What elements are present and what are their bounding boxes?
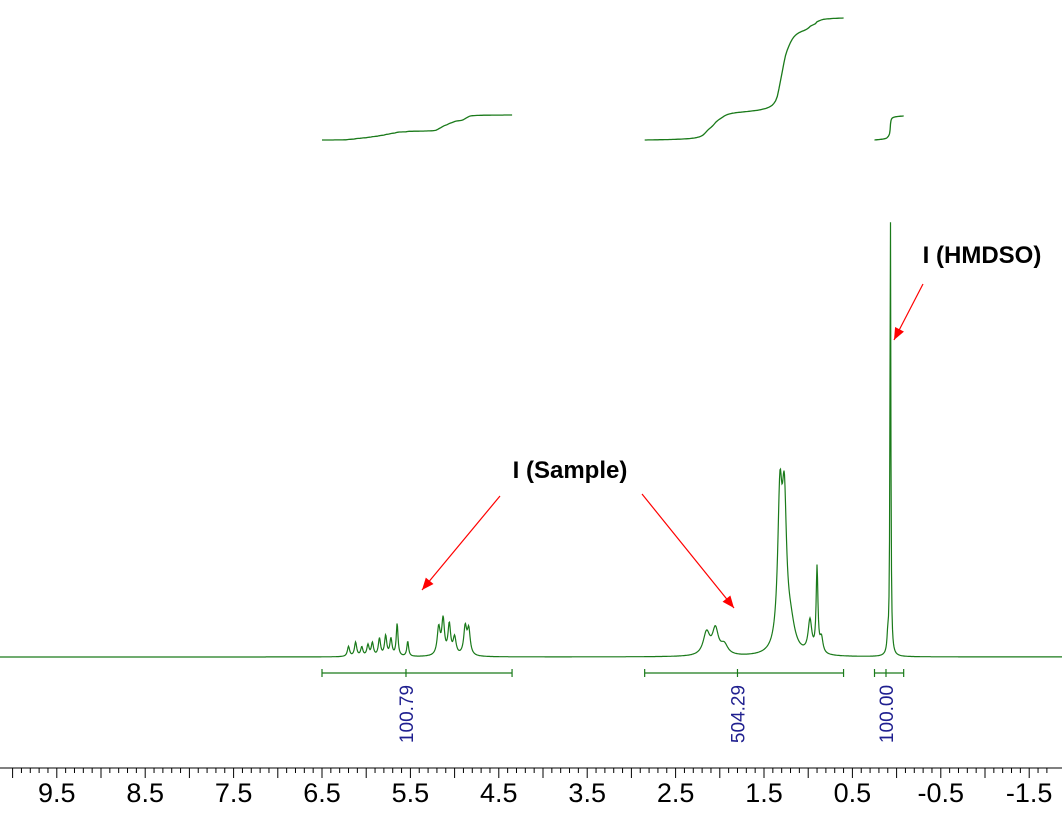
- integral-curves: [322, 17, 904, 141]
- x-axis-ticks: 9.5 8.5 7.5 6.5 5.5 4.5 3.5 2.5 1.5 0.5 -0.5 -1.5: [12, 768, 1053, 808]
- integral-curve: [644, 17, 844, 141]
- annotation-arrows: [421, 283, 924, 609]
- x-tick-label: 5.5: [392, 778, 430, 808]
- x-tick-label: 9.5: [38, 778, 76, 808]
- annotation-arrow: [641, 493, 735, 609]
- x-tick-label: 0.5: [834, 778, 872, 808]
- annotation-hmdso: I (HMDSO): [923, 242, 1042, 269]
- annotation-arrowhead: [422, 577, 434, 590]
- annotation-sample: I (Sample): [513, 457, 628, 484]
- x-tick-label: -1.5: [1006, 778, 1053, 808]
- x-tick-label: 8.5: [126, 778, 164, 808]
- integral-value-label: 100.79: [397, 685, 418, 743]
- x-tick-label: 2.5: [657, 778, 695, 808]
- spectrum-line: [0, 222, 1062, 658]
- x-tick-label: 4.5: [480, 778, 518, 808]
- x-tick-label: 6.5: [303, 778, 341, 808]
- integral-value-label: 100.00: [877, 685, 898, 743]
- integral-curve: [322, 114, 513, 141]
- integral-value-label: 504.29: [728, 685, 749, 743]
- annotation-arrowhead: [894, 327, 904, 340]
- annotation-arrowhead: [722, 595, 734, 608]
- x-tick-label: 3.5: [568, 778, 606, 808]
- integral-bars: 100.79 504.29 100.00: [321, 669, 905, 743]
- x-tick-label: 7.5: [215, 778, 253, 808]
- integral-curve: [874, 115, 904, 141]
- x-tick-label: 1.5: [745, 778, 783, 808]
- x-tick-label: -0.5: [918, 778, 965, 808]
- annotation-arrow: [421, 495, 501, 591]
